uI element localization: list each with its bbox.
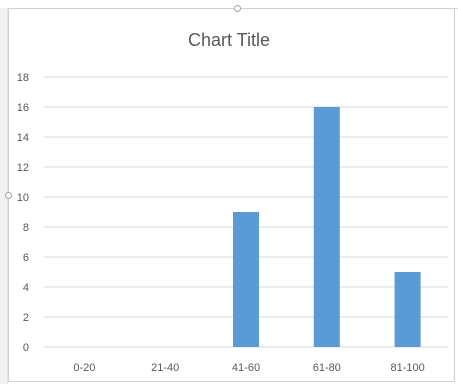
x-tick-label: 81-100 — [390, 362, 424, 374]
bar-61-80[interactable] — [313, 107, 340, 347]
y-tick-label: 18 — [17, 72, 29, 84]
y-tick-label: 10 — [17, 192, 29, 204]
y-tick-label: 2 — [23, 312, 29, 324]
y-tick-label: 8 — [23, 222, 29, 234]
x-tick-label: 61-80 — [313, 362, 341, 374]
resize-handle-top[interactable] — [234, 5, 241, 12]
y-tick-label: 6 — [23, 252, 29, 264]
y-tick-label: 12 — [17, 162, 29, 174]
x-tick-label: 41-60 — [232, 362, 260, 374]
y-tick-label: 4 — [23, 282, 29, 294]
bar-41-60[interactable] — [233, 212, 259, 347]
y-tick-label: 14 — [17, 132, 29, 144]
y-tick-label: 0 — [23, 342, 29, 354]
y-tick-label: 16 — [17, 102, 29, 114]
x-tick-label: 21-40 — [151, 362, 179, 374]
chart-title[interactable]: Chart Title — [187, 30, 271, 50]
resize-handle-left[interactable] — [5, 192, 12, 199]
chart-area[interactable] — [8, 8, 455, 382]
x-tick-label: 0-20 — [73, 362, 95, 374]
bar-81-100[interactable] — [394, 272, 421, 347]
